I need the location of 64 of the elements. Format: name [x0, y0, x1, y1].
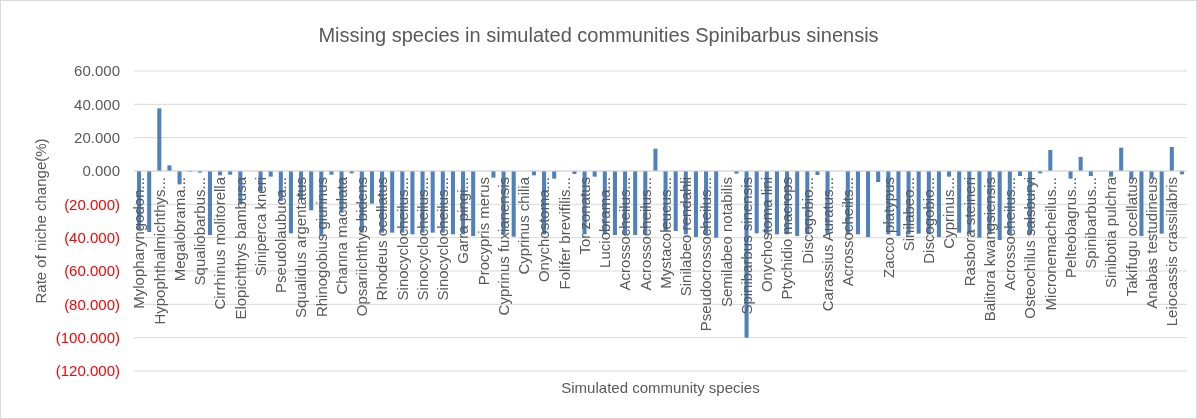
x-tick-label: Cyprinus fuxianensis [494, 177, 512, 316]
x-tick-label: Siniperca kneri [251, 177, 269, 277]
x-tick-label: Semilabeo notabilis [717, 177, 735, 308]
x-tick-label: Cyprinus chilia [515, 176, 533, 275]
x-tick-label: Hypophthalmichthys... [150, 177, 168, 325]
x-tick-label: Osteochilus salsburyi [1021, 177, 1039, 319]
x-tick-label: Acrossocheilus... [636, 177, 654, 291]
y-tick-label: 60.000 [74, 62, 120, 80]
x-tick-label: Squalidus argentatus [292, 177, 310, 318]
x-tick-label: Onychostoma lini [758, 177, 776, 293]
x-tick-label: Procypris merus [474, 177, 492, 286]
x-tick-label: Acrossocheilts... [839, 177, 857, 287]
x-tick-label: Sinocyclocheilus... [434, 177, 452, 301]
y-tick-label: (80.000) [64, 295, 120, 313]
y-axis-title: Rate of niche change(%) [32, 138, 49, 304]
x-tick-label: Spinibarbus... [1082, 177, 1100, 269]
chart-title: Missing species in simulated communities Spinibarbus sinensis [318, 24, 879, 46]
x-tick-label: Mystacoleucus... [656, 177, 674, 289]
x-tick-label: Rhodeus ocellatus [373, 177, 391, 301]
x-tick-label: Opsariichthys bidens [353, 177, 371, 317]
y-tick-label: 0.000 [82, 162, 120, 180]
x-tick-label: Acrossocheilus... [616, 177, 634, 291]
x-tick-label: Mylopharyngodon... [130, 177, 148, 309]
y-tick-label: (60.000) [64, 262, 120, 280]
x-tick-label: Onychostoma... [535, 177, 553, 283]
x-tick-label: Zacco platypus [879, 177, 897, 278]
x-tick-label: Pseudolaubuca... [272, 177, 290, 293]
y-tick-label: (40.000) [64, 228, 120, 246]
x-tick-label: Squaliobarbus... [191, 177, 209, 286]
x-tick-label: Channa maculata [332, 176, 350, 295]
y-tick-label: 40.000 [74, 95, 120, 113]
x-tick-label: Luciobrama... [596, 177, 614, 268]
x-tick-label: Acrossocheilus... [1001, 177, 1019, 291]
x-tick-label: Carassius Auratus... [818, 177, 836, 312]
y-tick-label: (120.000) [55, 362, 120, 380]
x-tick-label: Tor zonatus [575, 177, 593, 255]
x-tick-label: Anabas testudineus [1142, 177, 1160, 309]
x-tick-label: Balitora kwangsiensis [980, 177, 998, 322]
x-tick-label: Discogobio... [798, 177, 816, 264]
y-tick-label: (20.000) [64, 195, 120, 213]
y-tick-label: (100.000) [55, 328, 120, 346]
x-tick-label: Cyprinus... [940, 177, 958, 249]
x-tick-label: Micronemacheilus... [1041, 177, 1059, 311]
x-tick-label: Pseudocrossocheilus... [697, 177, 715, 332]
x-tick-label: Megalobrama... [170, 177, 188, 282]
x-tick-label: Discogobio... [920, 177, 938, 264]
x-tick-label: Takifugu ocellatus [1122, 177, 1140, 297]
x-tick-label: Garra pingi... [454, 177, 472, 264]
x-tick-label: Rasbora steineri [960, 177, 978, 287]
x-axis-title: Simulated community species [561, 379, 760, 396]
x-tick-label: Sinilabeo rendahli [677, 177, 695, 297]
x-tick-label: Sinibotia pulchra [1102, 176, 1120, 288]
y-tick-label: 20.000 [74, 128, 120, 146]
x-tick-label: Rhinogobius giurinus [312, 177, 330, 318]
x-tick-label: Elopichthys bambusa [231, 176, 249, 320]
x-tick-label: Folifer brevifilis... [555, 177, 573, 290]
x-tick-label: Cirrhinus molitorella [211, 176, 229, 310]
x-tick-label: Sinocyclocheilus... [413, 177, 431, 301]
x-tick-label: Pelteobagrus... [1061, 177, 1079, 278]
x-tick-label: Sinilabeo... [899, 177, 917, 252]
x-tick-label: Spinibarbus sinensis [737, 177, 755, 315]
x-tick-label: Sinocyclocheilus... [393, 177, 411, 301]
x-tick-label: Leiocassis crassilabris [1163, 177, 1181, 327]
x-tick-label: Ptychidio macrops [778, 177, 796, 300]
